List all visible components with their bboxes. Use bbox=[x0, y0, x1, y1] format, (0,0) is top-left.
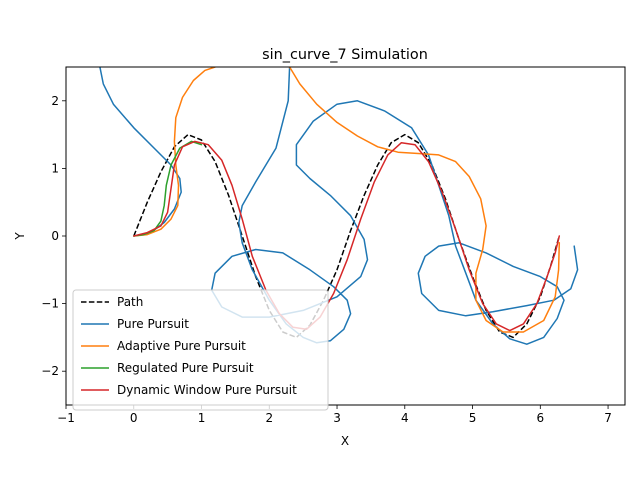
y-axis-label: Y bbox=[13, 232, 27, 241]
y-tick-label: −1 bbox=[41, 297, 59, 311]
x-tick-label: 4 bbox=[401, 411, 409, 425]
axes-layer: −1 0 1 2 3 4 5 6 7 −2 −1 0 1 2 bbox=[41, 94, 612, 425]
x-tick-label: −1 bbox=[57, 411, 75, 425]
legend: Path Pure Pursuit Adaptive Pure Pursuit Reg… bbox=[72, 289, 329, 411]
y-tick-label: 2 bbox=[51, 94, 59, 108]
x-tick-label: 3 bbox=[333, 411, 341, 425]
legend-label: Dynamic Window Pure Pursuit bbox=[117, 383, 297, 397]
legend-label: Path bbox=[117, 295, 143, 309]
y-tick-label: −2 bbox=[41, 364, 59, 378]
series-line-path bbox=[133, 133, 561, 339]
y-tick-label: 0 bbox=[51, 229, 59, 243]
x-tick-label: 2 bbox=[265, 411, 273, 425]
chart-title: sin_curve_7 Simulation bbox=[262, 47, 428, 63]
x-tick-label: 1 bbox=[198, 411, 206, 425]
plot-frame bbox=[65, 66, 626, 406]
legend-box bbox=[72, 289, 329, 411]
x-axis-label: X bbox=[341, 434, 349, 448]
series-line-adaptive-pure-pursuit bbox=[133, 67, 561, 333]
x-tick-label: 5 bbox=[469, 411, 477, 425]
series-line-dynamic-window-pure-pursuit bbox=[133, 140, 561, 332]
x-tick-label: 0 bbox=[130, 411, 138, 425]
legend-label: Regulated Pure Pursuit bbox=[117, 361, 254, 375]
legend-label: Adaptive Pure Pursuit bbox=[117, 339, 246, 353]
x-tick-label: 7 bbox=[604, 411, 612, 425]
legend-label: Pure Pursuit bbox=[117, 317, 189, 331]
y-tick-label: 1 bbox=[51, 161, 59, 175]
x-tick-label: 6 bbox=[536, 411, 544, 425]
